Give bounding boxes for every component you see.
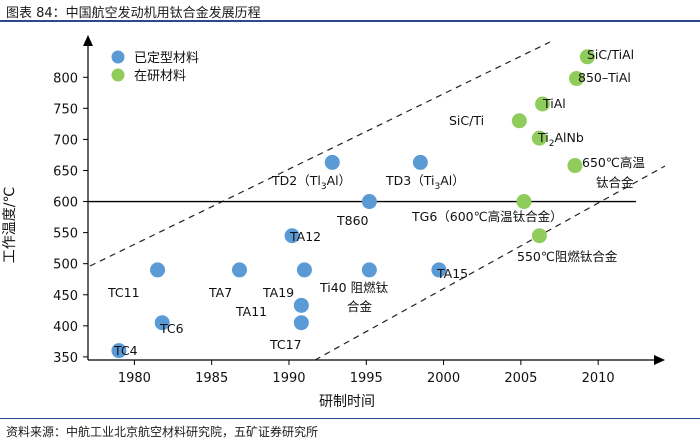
upper-dashed-trend-line xyxy=(89,41,551,267)
data-point: TA7 xyxy=(232,262,248,278)
data-point: Ti2AlNb xyxy=(531,130,547,146)
data-point: 550℃阻燃钛合金 xyxy=(531,228,547,244)
lower-dashed-trend-line xyxy=(314,165,666,361)
label-tc6: TC6 xyxy=(159,321,184,336)
y-tick-label: 500 xyxy=(53,258,78,273)
y-ticks: 350 400 450 500 550 600 650 700 750 800 xyxy=(53,71,88,366)
data-points: TC4TC11TC6TA7TA12TA19TA11TC17TD2（Ti3Al）T… xyxy=(111,49,595,359)
label-ta7: TA7 xyxy=(208,285,232,300)
label-650-line1: 650℃高温 xyxy=(582,155,645,170)
label-ti2alnb: Ti2AlNb xyxy=(537,130,584,149)
x-tick-label: 2000 xyxy=(427,371,460,386)
data-point: TC6 xyxy=(154,315,170,331)
y-tick-label: 600 xyxy=(53,196,78,211)
label-tc4: TC4 xyxy=(113,343,138,358)
label-ta12: TA12 xyxy=(289,229,321,244)
data-point: 850–TiAl xyxy=(569,71,585,87)
data-point: TiAl xyxy=(535,96,551,112)
legend: 已定型材料 在研材料 xyxy=(111,50,199,84)
label-t860: T860 xyxy=(336,213,369,228)
y-tick-label: 450 xyxy=(53,289,78,304)
label-tc17: TC17 xyxy=(269,337,302,352)
footer-rule xyxy=(0,418,700,419)
x-tick-label: 1990 xyxy=(272,371,305,386)
label-sic-ti: SiC/Ti xyxy=(449,113,484,128)
label-ta15: TA15 xyxy=(436,266,468,281)
data-point: TA11 xyxy=(293,297,309,313)
y-tick-label: 750 xyxy=(53,102,78,117)
x-tick-label: 1980 xyxy=(118,371,151,386)
data-point: SiC/Ti xyxy=(511,113,527,129)
label-tg6: TG6（600℃高温钛合金） xyxy=(411,209,563,224)
x-tick-label: 1995 xyxy=(350,371,383,386)
label-tial: TiAl xyxy=(542,96,566,111)
legend-label-in-development: 在研材料 xyxy=(134,69,186,84)
data-point: SiC/TiAl xyxy=(579,49,595,65)
data-point: T860 xyxy=(361,194,377,210)
label-850-tial: 850–TiAl xyxy=(578,70,631,85)
data-point: TD3（Ti3Al） xyxy=(412,154,428,170)
y-axis-arrow xyxy=(83,35,93,46)
data-point: TG6（600℃高温钛合金） xyxy=(516,194,532,210)
y-tick-label: 400 xyxy=(53,320,78,335)
header-rule xyxy=(0,20,700,22)
figure-title: 图表 84：中国航空发动机用钛合金发展历程 xyxy=(6,6,261,21)
data-point: TC4 xyxy=(111,343,127,359)
label-tc11: TC11 xyxy=(107,285,140,300)
data-point: Ti40 阻燃钛合金 xyxy=(361,262,377,278)
source-note: 资料来源：中航工业北京航空材料研究院，五矿证券研究所 xyxy=(6,425,319,439)
data-point: TA12 xyxy=(284,228,300,244)
data-point: TC17 xyxy=(293,315,309,331)
label-ta11: TA11 xyxy=(235,304,267,319)
y-tick-label: 800 xyxy=(53,71,78,86)
y-tick-label: 650 xyxy=(53,164,78,179)
y-axis-label: 工作温度/℃ xyxy=(2,187,18,263)
x-tick-label: 2005 xyxy=(504,371,537,386)
x-ticks: 1980 1985 1990 1995 2000 2005 2010 xyxy=(118,360,615,386)
label-ti40-line1: Ti40 阻燃钛 xyxy=(319,280,389,295)
legend-label-finalized: 已定型材料 xyxy=(134,51,199,66)
legend-marker-in-development xyxy=(111,68,125,82)
figure-footer: 资料来源：中航工业北京航空材料研究院，五矿证券研究所 xyxy=(0,418,700,440)
legend-marker-finalized xyxy=(111,50,125,64)
data-point: TD2（Ti3Al） xyxy=(324,154,340,170)
data-point: TA15 xyxy=(431,262,447,278)
data-point: 650℃高温钛合金 xyxy=(567,158,583,174)
y-tick-label: 700 xyxy=(53,133,78,148)
figure-header: 图表 84：中国航空发动机用钛合金发展历程 xyxy=(0,0,700,22)
x-axis-arrow xyxy=(654,355,665,365)
x-axis-label: 研制时间 xyxy=(319,394,375,410)
label-ti40-line2: 合金 xyxy=(347,299,373,314)
data-point: TA19 xyxy=(296,262,312,278)
label-td3: TD3（Ti3Al） xyxy=(385,173,465,192)
y-tick-label: 350 xyxy=(53,351,78,366)
label-sic-tial: SiC/TiAl xyxy=(587,47,634,62)
label-ta19: TA19 xyxy=(262,285,294,300)
point-labels: TC4 TC11 TC6 TA7 TA12 TA19 TA11 TC17 TD2… xyxy=(107,47,645,358)
label-550: 550℃阻燃钛合金 xyxy=(517,249,618,264)
x-tick-label: 2010 xyxy=(582,371,615,386)
label-650-line2: 钛合金 xyxy=(596,175,634,190)
data-point: TC11 xyxy=(150,262,166,278)
x-tick-label: 1985 xyxy=(195,371,228,386)
label-td2: TD2（Tl3Al） xyxy=(271,173,351,192)
y-tick-label: 550 xyxy=(53,227,78,242)
